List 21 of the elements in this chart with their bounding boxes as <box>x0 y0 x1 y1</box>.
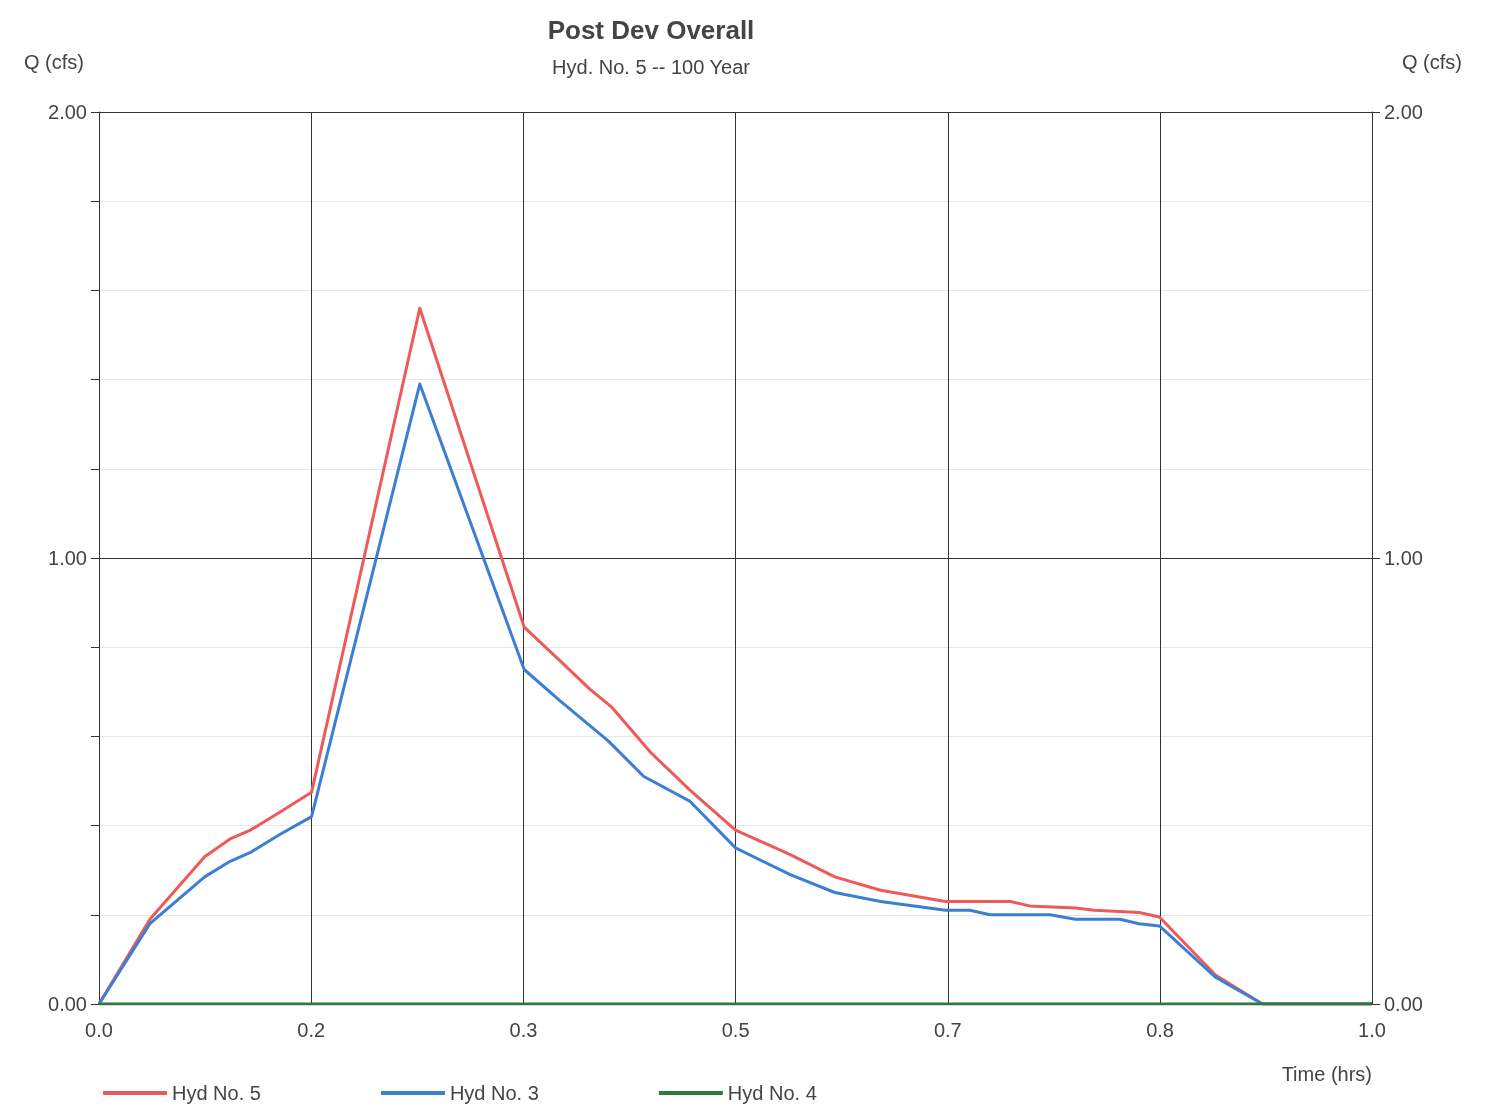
chart-subtitle: Hyd. No. 5 -- 100 Year <box>552 56 751 78</box>
y-tick-label: 0.00 <box>48 993 87 1015</box>
y-axis-title: Q (cfs) <box>24 51 84 73</box>
y2-axis-title: Q (cfs) <box>1402 51 1462 73</box>
x-tick-label: 0.5 <box>721 1019 750 1041</box>
x-tick-label: 0.7 <box>933 1019 962 1041</box>
y2-tick-label: 0.00 <box>1384 993 1423 1015</box>
x-tick-label: 0.3 <box>509 1019 538 1041</box>
legend-label: Hyd No. 5 <box>172 1082 261 1104</box>
x-axis-title: Time (hrs) <box>1281 1063 1372 1085</box>
y2-tick-label: 1.00 <box>1384 547 1423 569</box>
legend-label: Hyd No. 4 <box>727 1082 817 1104</box>
x-tick-label: 1.0 <box>1358 1019 1386 1041</box>
x-tick-label: 0.8 <box>1146 1019 1174 1041</box>
chart-title: Post Dev Overall <box>547 15 755 45</box>
legend-label: Hyd No. 3 <box>449 1082 539 1104</box>
y2-tick-label: 2.00 <box>1384 101 1423 123</box>
x-tick-label: 0.0 <box>85 1019 113 1041</box>
y-tick-label: 1.00 <box>48 547 87 569</box>
x-tick-label: 0.2 <box>297 1019 326 1041</box>
y-tick-label: 2.00 <box>48 101 87 123</box>
